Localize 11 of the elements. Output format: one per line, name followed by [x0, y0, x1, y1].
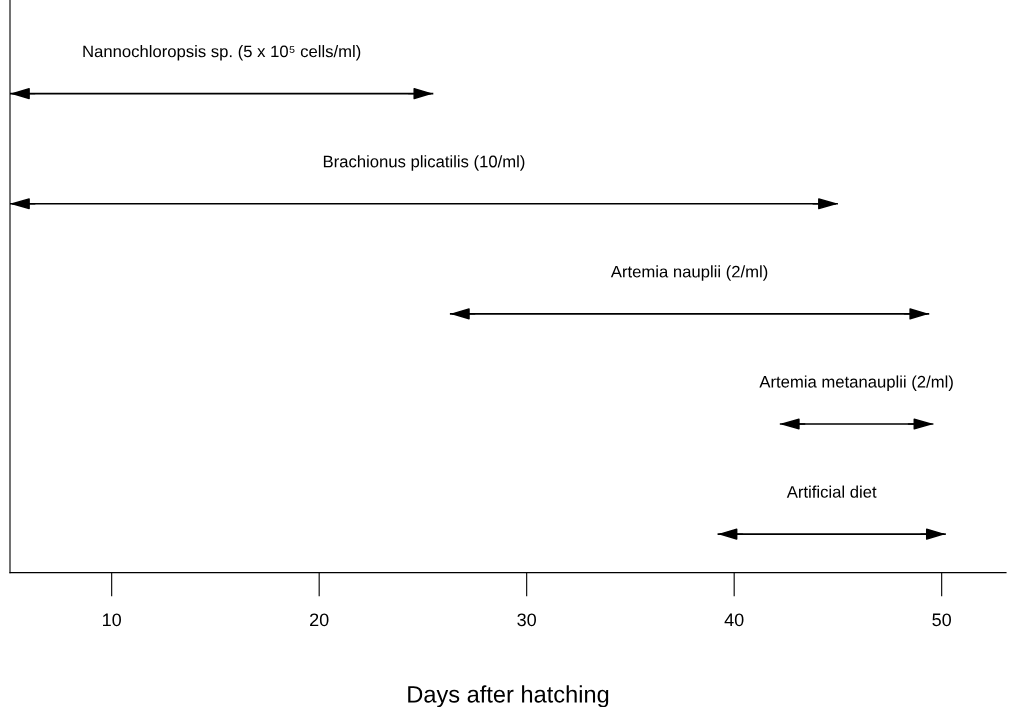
- y-tick-label: Brachionus plicatilis (10/ml): [323, 155, 525, 171]
- x-tick-label: 20: [310, 613, 329, 627]
- y-tick-label: Artificial diet: [786, 485, 877, 498]
- x-tick-label: 50: [932, 613, 952, 627]
- x-tick-label: 10: [103, 613, 122, 627]
- x-tick-label: 30: [517, 613, 537, 627]
- x-tick-label: 40: [724, 613, 744, 627]
- x-axis-title: Days after hatching: [408, 685, 609, 707]
- y-tick-label: Nannochloropsis sp. (5 x 10⁵ cells/ml): [83, 45, 361, 61]
- y-tick-label: Artemia metanauplii (2/ml): [759, 375, 953, 391]
- y-tick-label: Artemia nauplii (2/ml): [610, 265, 768, 281]
